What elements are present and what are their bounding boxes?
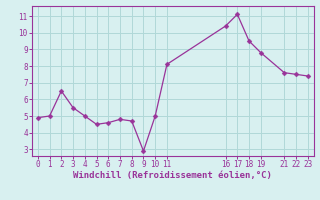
X-axis label: Windchill (Refroidissement éolien,°C): Windchill (Refroidissement éolien,°C) xyxy=(73,171,272,180)
